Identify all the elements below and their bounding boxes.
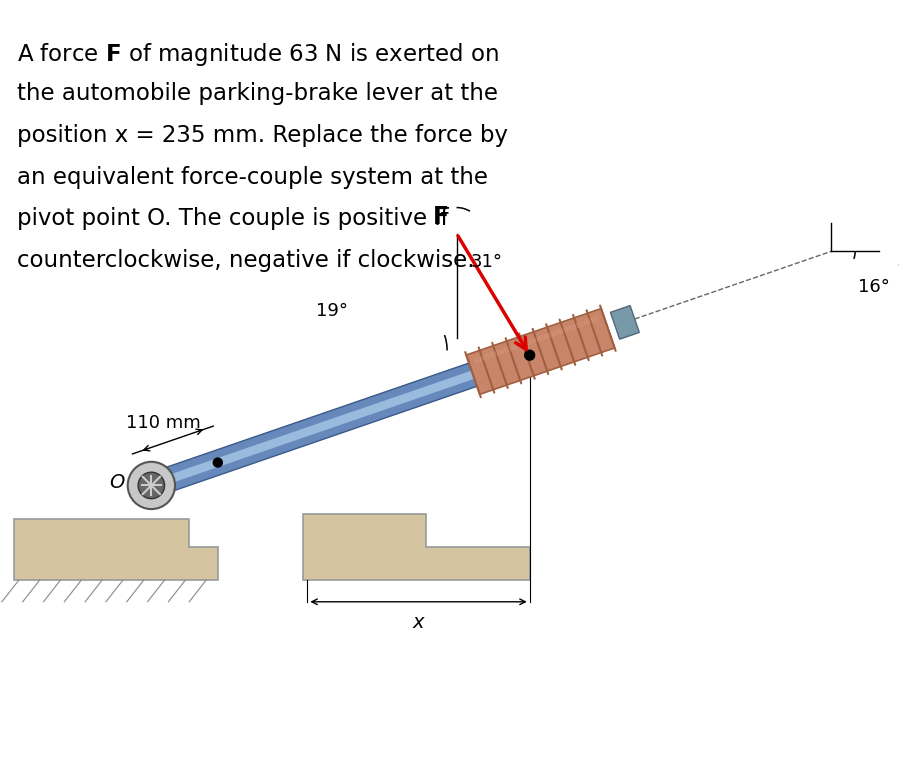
Polygon shape: [150, 371, 475, 490]
Polygon shape: [467, 309, 615, 394]
Text: an equivalent force-couple system at the: an equivalent force-couple system at the: [17, 166, 488, 189]
Circle shape: [138, 472, 165, 499]
Polygon shape: [303, 514, 530, 580]
Text: position x = 235 mm. Replace the force by: position x = 235 mm. Replace the force b…: [17, 124, 508, 147]
Circle shape: [524, 349, 535, 361]
Text: counterclockwise, negative if clockwise.: counterclockwise, negative if clockwise.: [17, 249, 475, 272]
Text: x: x: [413, 613, 424, 632]
Text: 19°: 19°: [316, 302, 348, 320]
Text: F: F: [433, 205, 449, 229]
Text: A force $\mathbf{F}$ of magnitude 63 N is exerted on: A force $\mathbf{F}$ of magnitude 63 N i…: [17, 41, 500, 68]
Circle shape: [212, 457, 223, 468]
Polygon shape: [14, 518, 218, 580]
Polygon shape: [147, 363, 477, 497]
Text: 31°: 31°: [471, 253, 503, 271]
Polygon shape: [469, 317, 612, 386]
Text: the automobile parking-brake lever at the: the automobile parking-brake lever at th…: [17, 82, 498, 106]
Circle shape: [128, 462, 175, 509]
Text: 110 mm: 110 mm: [126, 414, 200, 432]
Text: 16°: 16°: [858, 278, 890, 296]
Polygon shape: [610, 306, 639, 339]
Text: O: O: [110, 473, 125, 492]
Text: pivot point O. The couple is positive if: pivot point O. The couple is positive if: [17, 207, 449, 230]
